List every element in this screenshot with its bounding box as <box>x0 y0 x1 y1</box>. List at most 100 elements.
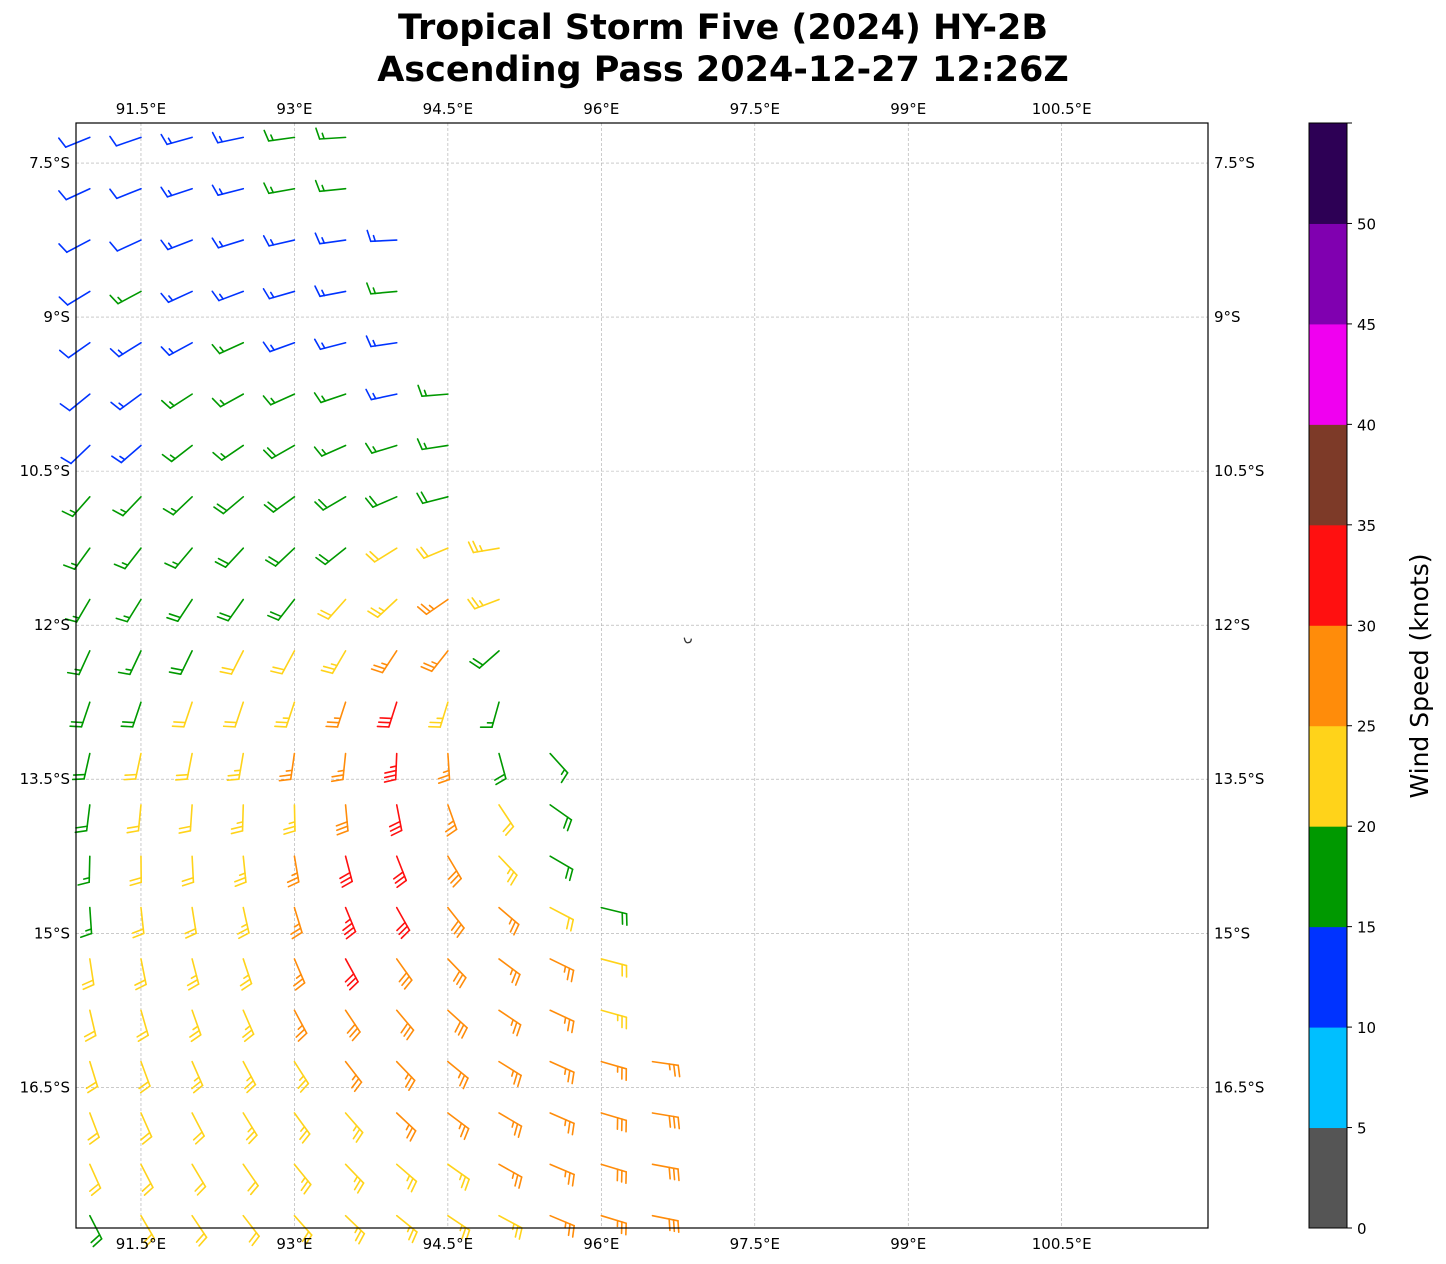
wind-barb <box>112 496 142 517</box>
wind-barb <box>549 906 575 932</box>
barb-full <box>275 721 289 724</box>
barb-full <box>262 341 271 353</box>
barb-full <box>295 1028 306 1038</box>
wind-barb <box>278 752 296 782</box>
barb-full <box>390 829 403 837</box>
barb-full <box>420 546 429 558</box>
wind-barb <box>87 1112 100 1145</box>
wind-barb <box>344 1163 365 1194</box>
barb-full <box>353 1081 363 1093</box>
barb-full <box>450 873 460 884</box>
barb-full <box>336 829 349 836</box>
barb-full <box>494 773 506 781</box>
wind-barb <box>314 232 347 245</box>
barb-full <box>514 973 521 986</box>
wind-barb <box>191 1060 204 1094</box>
wind-barb <box>79 906 93 939</box>
barb-staff <box>66 290 91 306</box>
barb-full <box>185 932 198 939</box>
wind-barb <box>651 1060 681 1078</box>
barb-full <box>131 928 145 934</box>
barb-full <box>313 446 323 457</box>
wind-barb <box>417 384 449 397</box>
barb-full <box>132 932 145 939</box>
colorbar-frame <box>1308 122 1348 1229</box>
cocos-island-coastline <box>683 637 692 644</box>
colorbar-segment <box>1309 725 1347 827</box>
barb-half <box>117 349 124 355</box>
barb-full <box>416 548 425 559</box>
wind-barb <box>267 598 296 621</box>
barb-half <box>372 234 377 242</box>
barb-full <box>353 1179 362 1191</box>
wind-barb <box>549 855 574 882</box>
colorbar-segment <box>1309 826 1347 928</box>
lat-tick-label-right: 12°S <box>1214 616 1250 634</box>
colorbar-segment <box>1309 323 1347 425</box>
barb-full <box>406 1029 415 1041</box>
barb-full <box>420 491 428 503</box>
barb-half <box>293 923 301 928</box>
barb-full <box>160 239 169 251</box>
wind-barb <box>549 958 575 983</box>
wind-barb <box>290 906 303 940</box>
barb-full <box>346 1023 356 1034</box>
wind-barb <box>74 804 91 834</box>
barb-half <box>270 186 275 194</box>
wind-barb <box>416 598 449 616</box>
wind-barb <box>344 1112 364 1143</box>
barb-full <box>66 671 80 676</box>
barb-full <box>318 553 330 563</box>
barb-full <box>416 438 423 451</box>
barb-full <box>181 881 195 887</box>
colorbar-tick-label: 5 <box>1357 1120 1367 1138</box>
barb-full <box>403 1025 412 1037</box>
barb-half <box>353 1175 359 1183</box>
colorbar-segment <box>1309 1127 1347 1229</box>
barb-half <box>285 769 293 772</box>
barb-half <box>564 1170 567 1178</box>
barb-full <box>461 1027 468 1039</box>
barb-full <box>409 1129 417 1142</box>
wind-barb <box>222 701 245 728</box>
barb-full <box>264 559 277 567</box>
wind-barb <box>293 1163 312 1195</box>
lon-tick-label-top: 97.5°E <box>730 100 780 118</box>
wind-barb <box>162 496 193 516</box>
lat-tick-label-right: 16.5°S <box>1214 1078 1264 1096</box>
barb-full <box>135 983 147 991</box>
barb-full <box>58 137 67 148</box>
barb-full <box>195 1232 205 1243</box>
barb-full <box>61 510 74 518</box>
barb-half <box>423 389 428 397</box>
barb-full <box>472 657 484 666</box>
barb-half <box>291 872 299 877</box>
barb-full <box>294 982 306 991</box>
barb-half <box>120 508 127 514</box>
barb-full <box>567 1223 571 1237</box>
barb-full <box>168 671 182 676</box>
barb-full <box>175 773 189 777</box>
wind-barb <box>89 1214 103 1248</box>
wind-barb <box>109 187 142 200</box>
wind-barb <box>120 701 142 728</box>
barb-full <box>270 670 283 675</box>
wind-barb <box>63 547 91 570</box>
wind-barb <box>293 1214 313 1246</box>
wind-barb <box>444 804 458 837</box>
barb-full <box>216 615 230 622</box>
lon-tick-label-bottom: 91.5°E <box>116 1235 166 1253</box>
barb-staff <box>65 187 91 201</box>
barb-half <box>423 442 428 450</box>
barb-full <box>314 285 321 298</box>
barb-full <box>444 824 456 833</box>
barb-half <box>269 291 275 299</box>
barb-full <box>463 1127 470 1141</box>
barb-full <box>217 557 230 565</box>
barb-half <box>563 965 567 973</box>
barb-full <box>230 830 244 835</box>
barb-full <box>198 1236 208 1247</box>
wind-barbs <box>58 127 681 1248</box>
barb-full <box>566 819 573 832</box>
colorbar-tick-label: 20 <box>1357 818 1376 836</box>
